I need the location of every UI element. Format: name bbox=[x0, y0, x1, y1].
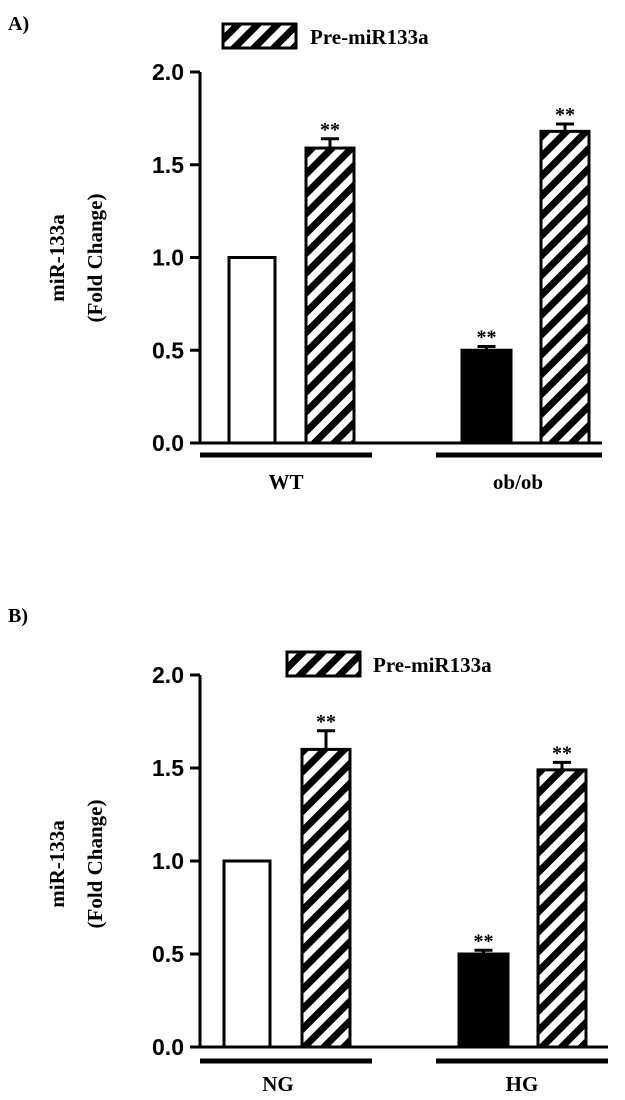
legend-label: Pre-miR133a bbox=[373, 653, 492, 677]
bar-open bbox=[222, 859, 272, 1049]
y-tick-label: 0.5 bbox=[152, 941, 184, 967]
y-tick-label: 1.0 bbox=[152, 848, 184, 874]
group-label: ob/ob bbox=[493, 470, 543, 494]
legend-label: Pre-miR133a bbox=[310, 25, 429, 49]
bar-open bbox=[227, 256, 277, 445]
legend-swatch bbox=[221, 22, 298, 50]
chart-panel-a: A) Pre-miR133a miR-133a (Fold Change) 0.0 0.5… bbox=[8, 13, 602, 494]
bar-hatched bbox=[300, 747, 352, 1049]
y-tick-label: 1.5 bbox=[152, 152, 184, 178]
y-axis-label-units: (Fold Change) bbox=[83, 800, 107, 929]
significance-label: ** bbox=[552, 742, 572, 764]
significance-label: ** bbox=[316, 711, 336, 733]
chart-panel-b: B) Pre-miR133a miR-133a (Fold Change) 0.0 0.5… bbox=[8, 605, 608, 1096]
group-label: WT bbox=[268, 470, 303, 494]
y-tick-label: 0.5 bbox=[152, 337, 184, 363]
bar-hatched bbox=[536, 768, 588, 1049]
y-tick-label: 1.5 bbox=[152, 755, 184, 781]
bar-filled bbox=[460, 348, 513, 445]
y-tick-label: 0.0 bbox=[152, 430, 184, 456]
significance-label: ** bbox=[320, 119, 340, 141]
bar-filled bbox=[457, 952, 510, 1049]
y-axis-label-units: (Fold Change) bbox=[83, 194, 107, 323]
y-tick-label: 0.0 bbox=[152, 1034, 184, 1060]
significance-label: ** bbox=[555, 104, 575, 126]
legend-swatch bbox=[285, 650, 362, 678]
y-tick-label: 2.0 bbox=[152, 662, 184, 688]
group-label: HG bbox=[506, 1072, 539, 1096]
significance-label: ** bbox=[477, 327, 497, 349]
bar-hatched bbox=[539, 129, 591, 445]
y-tick-label: 1.0 bbox=[152, 245, 184, 271]
y-tick-label: 2.0 bbox=[152, 59, 184, 85]
panel-label: B) bbox=[8, 605, 28, 627]
bar-hatched bbox=[304, 146, 356, 445]
y-axis-label: miR-133a bbox=[45, 214, 69, 302]
significance-label: ** bbox=[474, 930, 494, 952]
group-label: NG bbox=[262, 1072, 294, 1096]
y-axis-label: miR-133a bbox=[45, 820, 69, 908]
panel-label: A) bbox=[8, 13, 29, 35]
